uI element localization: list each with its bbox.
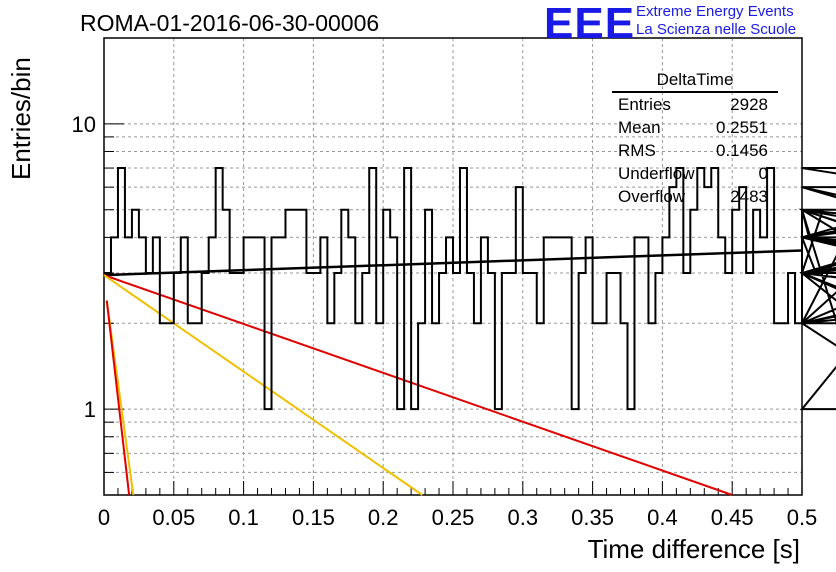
stats-value: 2928 bbox=[730, 95, 768, 114]
fit-line bbox=[105, 300, 131, 496]
x-tick-label: 0.1 bbox=[228, 505, 259, 530]
stats-value: 2483 bbox=[730, 187, 768, 206]
stats-value: 0.1456 bbox=[716, 141, 768, 160]
stats-row-underflow: Underflow 0 bbox=[612, 162, 778, 185]
stats-label: Underflow bbox=[618, 164, 695, 183]
stats-box: DeltaTime Entries 2928 Mean 0.2551 RMS 0… bbox=[612, 70, 778, 208]
x-tick-label: 0.2 bbox=[368, 505, 399, 530]
stats-row-entries: Entries 2928 bbox=[612, 93, 778, 116]
stats-title: DeltaTime bbox=[612, 70, 778, 93]
x-tick-label: 0.35 bbox=[571, 505, 614, 530]
stats-label: RMS bbox=[618, 141, 656, 160]
x-tick-labels: 0 0.05 0.1 0.15 0.2 0.25 0.3 0.35 0.4 0.45 0.5 bbox=[98, 505, 817, 530]
eee-logo: EEE bbox=[544, 0, 636, 48]
logo-caption-line1: Extreme Energy Events bbox=[636, 3, 794, 20]
axis-ticks bbox=[103, 37, 803, 496]
y-tick-label: 10 bbox=[72, 112, 96, 137]
stats-label: Overflow bbox=[618, 187, 686, 206]
stats-label: Mean bbox=[618, 118, 661, 137]
y-tick-labels: 1 10 bbox=[72, 112, 96, 422]
stats-row-mean: Mean 0.2551 bbox=[612, 116, 778, 139]
x-tick-label: 0.5 bbox=[787, 505, 818, 530]
stats-value: 0.2551 bbox=[716, 118, 768, 137]
histogram-series bbox=[104, 167, 836, 411]
logo-caption: Extreme Energy Events La Scienza nelle S… bbox=[636, 3, 796, 39]
fit-line bbox=[103, 274, 423, 496]
stats-label: Entries bbox=[618, 95, 671, 114]
x-tick-label: 0.3 bbox=[508, 505, 539, 530]
y-axis-label: Entries/bin bbox=[6, 57, 36, 180]
x-tick-label: 0.4 bbox=[647, 505, 678, 530]
x-tick-label: 0.25 bbox=[432, 505, 475, 530]
stats-row-rms: RMS 0.1456 bbox=[612, 139, 778, 162]
x-tick-label: 0.15 bbox=[292, 505, 335, 530]
x-tick-label: 0.45 bbox=[711, 505, 754, 530]
logo-caption-line2: La Scienza nelle Scuole bbox=[636, 21, 797, 38]
x-axis-label: Time difference [s] bbox=[588, 534, 800, 564]
x-tick-label: 0.05 bbox=[152, 505, 195, 530]
x-tick-label: 0 bbox=[98, 505, 110, 530]
stats-value: 0 bbox=[758, 164, 768, 183]
y-tick-label: 1 bbox=[84, 397, 96, 422]
chart-title: ROMA-01-2016-06-30-00006 bbox=[80, 10, 380, 36]
stats-row-overflow: Overflow 2483 bbox=[612, 185, 778, 208]
